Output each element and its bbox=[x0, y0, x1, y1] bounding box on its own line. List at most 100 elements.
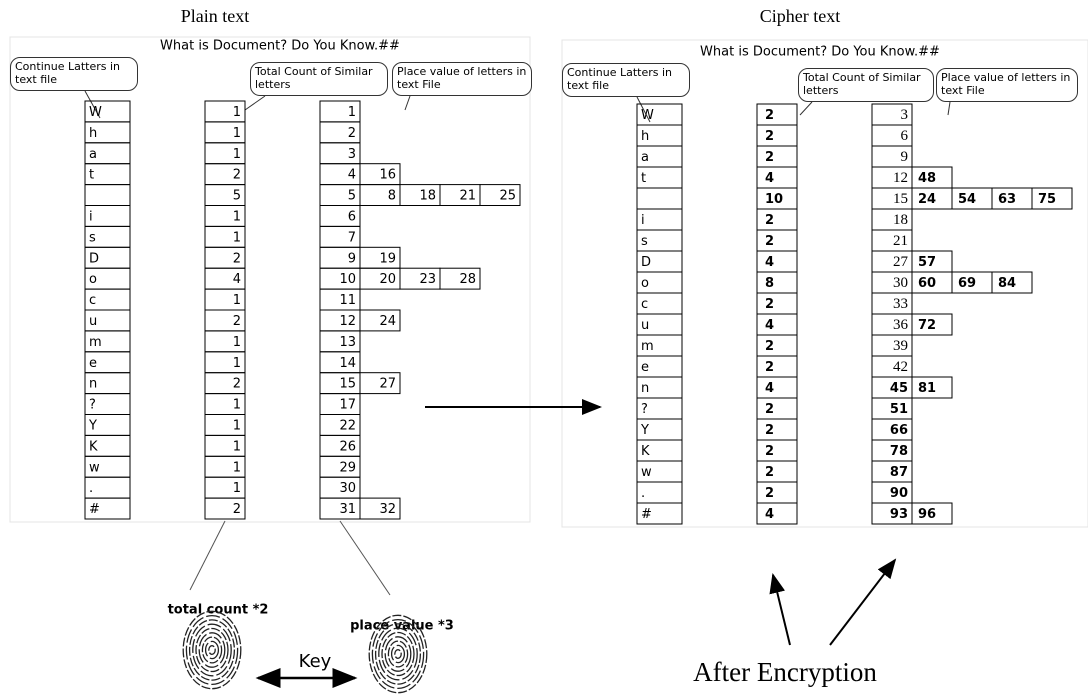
place-value: 42 bbox=[893, 359, 908, 375]
letter: o bbox=[641, 276, 649, 291]
place-value: 14 bbox=[339, 356, 356, 371]
pointer bbox=[339, 520, 391, 596]
callout-tail bbox=[404, 95, 411, 111]
place-value: 16 bbox=[379, 168, 396, 183]
count: 4 bbox=[765, 255, 774, 270]
count: 1 bbox=[233, 230, 241, 245]
key-label: Key bbox=[299, 651, 332, 672]
place-value: 78 bbox=[890, 444, 908, 459]
place-value: 87 bbox=[890, 465, 908, 480]
letter: h bbox=[641, 129, 649, 144]
count: 2 bbox=[765, 213, 774, 228]
place-value: 66 bbox=[890, 423, 908, 438]
place-value: 18 bbox=[893, 212, 908, 228]
letter: s bbox=[641, 234, 648, 249]
count: 8 bbox=[765, 276, 774, 291]
letter: D bbox=[89, 251, 99, 266]
fingerprint bbox=[378, 627, 418, 681]
callout: Place value of letters in text File bbox=[936, 68, 1078, 102]
place-value: 6 bbox=[348, 209, 356, 224]
letter: t bbox=[89, 168, 94, 183]
panel-title: Cipher text bbox=[760, 6, 840, 26]
callout: Total Count of Similar letters bbox=[250, 62, 388, 96]
cell bbox=[911, 313, 953, 336]
place-value: 21 bbox=[893, 233, 908, 249]
count: 2 bbox=[765, 423, 774, 438]
place-value: 51 bbox=[890, 402, 908, 417]
count: 2 bbox=[765, 486, 774, 501]
letter: c bbox=[641, 297, 648, 312]
letter: a bbox=[89, 147, 97, 162]
place-value: 6 bbox=[901, 128, 909, 144]
callout-tail bbox=[84, 90, 101, 119]
count: 1 bbox=[233, 356, 241, 371]
count: 2 bbox=[233, 314, 241, 329]
letter: W bbox=[89, 105, 102, 120]
letter: h bbox=[89, 126, 97, 141]
place-value: 1 bbox=[348, 105, 356, 120]
count: 2 bbox=[765, 339, 774, 354]
letter: w bbox=[641, 465, 652, 480]
cell bbox=[911, 376, 953, 399]
letter: e bbox=[89, 356, 97, 371]
callout-tail bbox=[636, 96, 651, 123]
count: 1 bbox=[233, 335, 241, 350]
place-value: 96 bbox=[918, 507, 936, 522]
cell bbox=[911, 502, 953, 525]
count: 1 bbox=[233, 460, 241, 475]
place-value: 24 bbox=[918, 192, 936, 207]
place-value: 17 bbox=[339, 398, 356, 413]
place-value: 48 bbox=[918, 171, 936, 186]
place-value: 9 bbox=[348, 251, 356, 266]
count: 2 bbox=[765, 360, 774, 375]
place-value: 60 bbox=[918, 276, 936, 291]
place-value: 12 bbox=[339, 314, 356, 329]
letter: t bbox=[641, 171, 646, 186]
place-value: 3 bbox=[901, 107, 909, 123]
place-value: 11 bbox=[339, 293, 356, 308]
cell bbox=[1031, 187, 1073, 210]
place-value: 13 bbox=[339, 335, 356, 350]
count: 2 bbox=[233, 377, 241, 392]
plain-panel bbox=[9, 36, 531, 523]
count: 5 bbox=[233, 189, 241, 204]
doc-header: What is Document? Do You Know.## bbox=[160, 39, 400, 54]
place-value: 54 bbox=[958, 192, 976, 207]
place-value: 9 bbox=[901, 149, 909, 165]
place-value: 21 bbox=[459, 189, 476, 204]
place-value: 24 bbox=[379, 314, 396, 329]
cell bbox=[359, 372, 401, 395]
count: 4 bbox=[765, 318, 774, 333]
fingerprint bbox=[185, 614, 239, 686]
count: 1 bbox=[233, 209, 241, 224]
place-value: 2 bbox=[348, 126, 356, 141]
callout: Total Count of Similar letters bbox=[798, 68, 934, 102]
letter: e bbox=[641, 360, 649, 375]
fingerprint bbox=[198, 632, 226, 668]
fingerprint bbox=[384, 636, 412, 672]
letter: u bbox=[641, 318, 649, 333]
cell bbox=[756, 502, 798, 525]
after-label: After Encryption bbox=[693, 657, 877, 687]
place-value: 63 bbox=[998, 192, 1016, 207]
place-value: 57 bbox=[918, 255, 936, 270]
cell bbox=[359, 497, 401, 520]
panel-title: Plain text bbox=[181, 6, 250, 26]
letter: i bbox=[641, 213, 645, 228]
fingerprint bbox=[182, 610, 242, 690]
place-value: 69 bbox=[958, 276, 976, 291]
letter: K bbox=[641, 444, 650, 459]
place-value: 19 bbox=[379, 251, 396, 266]
place-value: 20 bbox=[379, 272, 396, 287]
fingerprint bbox=[368, 614, 428, 694]
letter: # bbox=[89, 502, 100, 517]
letter: W bbox=[641, 108, 654, 123]
fingerprint bbox=[204, 640, 220, 660]
key-note: place value *3 bbox=[350, 619, 454, 634]
place-value: 32 bbox=[379, 502, 396, 517]
cell bbox=[991, 271, 1033, 294]
cell bbox=[636, 502, 683, 525]
callout: Continue Latters in text file bbox=[10, 57, 138, 91]
